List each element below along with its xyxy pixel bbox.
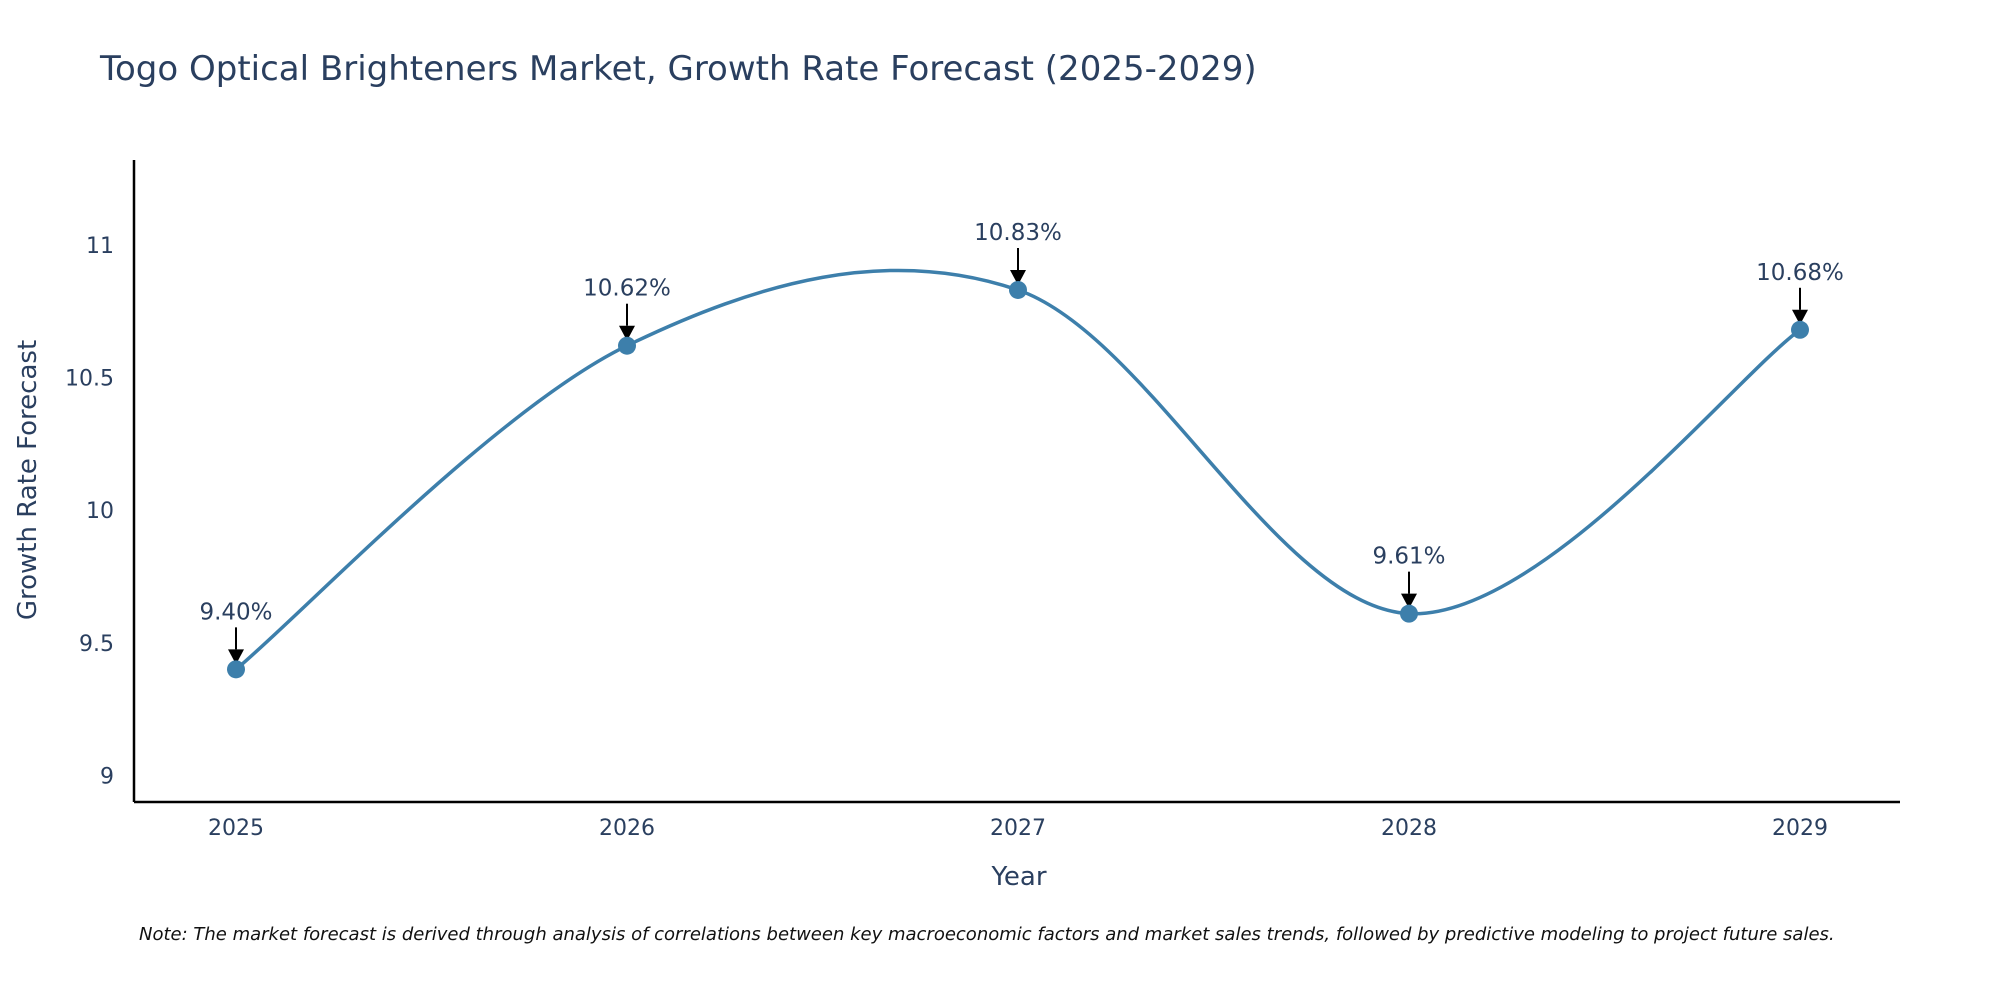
data-point (227, 660, 245, 679)
annotation-arrow-head (1010, 269, 1026, 285)
data-label: 10.68% (1756, 260, 1844, 286)
y-tick-label: 11 (86, 234, 114, 259)
annotation-arrow-head (619, 325, 635, 341)
x-tick-label: 2026 (599, 816, 655, 841)
data-point (618, 336, 636, 355)
data-label: 9.40% (199, 599, 272, 625)
axes: 9 9.5 10 10.5 11 2025 2026 2027 2028 2029 (65, 160, 1900, 841)
x-tick-label: 2029 (1772, 816, 1828, 841)
chart-title: Togo Optical Brighteners Market, Growth … (99, 49, 1257, 89)
data-label: 10.83% (974, 220, 1062, 246)
y-tick-label: 10 (86, 499, 114, 524)
annotation-arrow-head (1401, 593, 1417, 609)
data-label: 9.61% (1372, 544, 1445, 570)
data-label: 10.62% (583, 276, 671, 302)
data-point (1009, 280, 1027, 299)
x-tick-label: 2028 (1381, 816, 1437, 841)
x-axis-label: Year (990, 862, 1046, 892)
annotation-arrow-head (228, 649, 244, 665)
y-axis-label: Growth Rate Forecast (13, 340, 43, 620)
y-tick-label: 9.5 (79, 632, 114, 657)
y-tick-label: 9 (100, 764, 114, 789)
x-tick-label: 2027 (990, 816, 1046, 841)
series-line (234, 268, 1802, 671)
x-tick-label: 2025 (208, 816, 264, 841)
y-tick-label: 10.5 (65, 367, 114, 392)
footnote: Note: The market forecast is derived thr… (139, 924, 1835, 945)
data-point (1791, 320, 1809, 339)
data-marks: 9.40% 10.62% 10.83% 9.61% 10.68% (199, 220, 1844, 679)
annotation-arrow-head (1792, 309, 1808, 325)
data-point (1400, 604, 1418, 623)
